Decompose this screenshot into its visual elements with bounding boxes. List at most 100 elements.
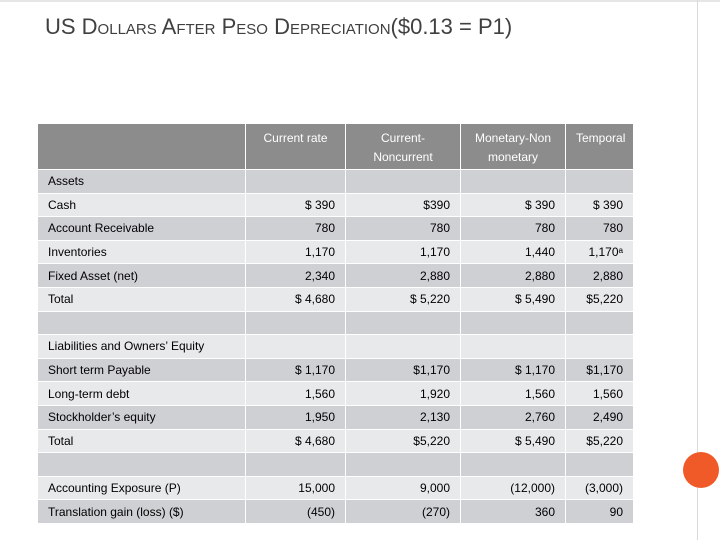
table-row: Short term Payable $ 1,170 $1,170 $ 1,170 $1…	[37, 357, 634, 383]
value-cell: $ 5,490	[460, 428, 566, 454]
empty-cell	[565, 452, 634, 477]
value-cell: $ 390	[565, 192, 634, 218]
empty-cell	[37, 452, 246, 477]
table-row: Account Receivable 780 780 780 780	[37, 216, 634, 241]
value-cell: 1,920	[345, 381, 461, 406]
row-label: Account Receivable	[37, 216, 246, 241]
value-cell: 15,000	[245, 475, 346, 501]
value-cell: 1,170	[345, 239, 461, 265]
decoration	[0, 0, 720, 2]
row-label: Inventories	[37, 239, 246, 265]
empty-cell	[565, 310, 634, 336]
value-cell: 780	[245, 216, 346, 241]
column-header: Current-Noncurrent	[345, 123, 461, 170]
table-row: Translation gain (loss) ($) (450) (270) 360…	[37, 499, 634, 524]
empty-cell	[565, 334, 634, 359]
empty-cell	[345, 169, 461, 194]
value-cell: $5,220	[345, 428, 461, 454]
value-cell: 1,440	[460, 239, 566, 265]
value-cell: $1,170	[565, 357, 634, 383]
section-heading: Liabilities and Owners’ Equity	[37, 334, 246, 359]
value-cell: $ 390	[460, 192, 566, 218]
row-label: Total	[37, 286, 246, 312]
column-header-text: Temporal	[576, 131, 626, 145]
header-cell	[37, 123, 246, 170]
value-cell: 2,880	[565, 263, 634, 288]
value-cell: (12,000)	[460, 475, 566, 501]
value-cell: $390	[345, 192, 461, 218]
table-row	[37, 452, 634, 477]
value-cell: $5,220	[565, 286, 634, 312]
value-cell: 1,170	[245, 239, 346, 265]
value-cell: $ 1,170	[460, 357, 566, 383]
table-row: Fixed Asset (net) 2,340 2,880 2,880 2,880	[37, 263, 634, 288]
value-cell: 780	[565, 216, 634, 241]
row-label: Long-term debt	[37, 381, 246, 406]
table-row: Stockholder’s equity 1,950 2,130 2,760 2,490	[37, 404, 634, 430]
column-header-text: Monetary-Non monetary	[474, 131, 552, 164]
value-cell: $ 390	[245, 192, 346, 218]
table-row: Liabilities and Owners’ Equity	[37, 334, 634, 359]
table-row	[37, 310, 634, 336]
row-label: Accounting Exposure (P)	[37, 475, 246, 501]
column-header: Current rate	[245, 123, 346, 170]
value-cell: $ 5,490	[460, 286, 566, 312]
column-header: Monetary-Non monetary	[460, 123, 566, 170]
slide-title: US Dollars After Peso Depreciation($0.13…	[45, 14, 513, 39]
value-cell: $5,220	[565, 428, 634, 454]
table-row: Total $ 4,680 $5,220 $ 5,490 $5,220	[37, 428, 634, 454]
empty-cell	[245, 452, 346, 477]
value-cell: $ 5,220	[345, 286, 461, 312]
value-cell: 2,130	[345, 404, 461, 430]
empty-cell	[37, 310, 246, 336]
table-row: Cash $ 390 $390 $ 390 $ 390	[37, 192, 634, 218]
value-cell: (450)	[245, 499, 346, 524]
value-cell: $ 1,170	[245, 357, 346, 383]
table-row: Inventories 1,170 1,170 1,440 1,170ᵃ	[37, 239, 634, 265]
value-cell: 780	[345, 216, 461, 241]
empty-cell	[245, 310, 346, 336]
row-label: Fixed Asset (net)	[37, 263, 246, 288]
table-row: Accounting Exposure (P) 15,000 9,000 (12,00…	[37, 475, 634, 501]
value-cell: 1,560	[245, 381, 346, 406]
row-label: Total	[37, 428, 246, 454]
table-row: Total $ 4,680 $ 5,220 $ 5,490 $5,220	[37, 286, 634, 312]
empty-cell	[565, 169, 634, 194]
empty-cell	[460, 169, 566, 194]
decoration	[683, 452, 719, 488]
row-label: Translation gain (loss) ($)	[37, 499, 246, 524]
empty-cell	[245, 334, 346, 359]
value-cell: $ 4,680	[245, 428, 346, 454]
value-cell: 1,560	[565, 381, 634, 406]
section-heading: Assets	[37, 169, 246, 194]
value-cell: 2,760	[460, 404, 566, 430]
decoration	[697, 0, 698, 540]
empty-cell	[460, 310, 566, 336]
value-cell: 2,880	[460, 263, 566, 288]
row-label: Short term Payable	[37, 357, 246, 383]
row-label: Stockholder’s equity	[37, 404, 246, 430]
value-cell: (270)	[345, 499, 461, 524]
column-header: Temporal	[565, 123, 634, 170]
value-cell: 2,490	[565, 404, 634, 430]
value-cell: $1,170	[345, 357, 461, 383]
empty-cell	[460, 334, 566, 359]
value-cell: 780	[460, 216, 566, 241]
table-row: Assets	[37, 169, 634, 194]
table-row: Long-term debt 1,560 1,920 1,560 1,560	[37, 381, 634, 406]
value-cell: 2,880	[345, 263, 461, 288]
value-cell: 360	[460, 499, 566, 524]
column-header-text: Current-Noncurrent	[373, 131, 433, 164]
column-header-text: Current rate	[263, 131, 328, 145]
header-row: Current rate Current-Noncurrent Monetary-N…	[37, 123, 634, 170]
data-table: Current rate Current-Noncurrent Monetary-N…	[37, 123, 634, 524]
empty-cell	[460, 452, 566, 477]
value-cell: 9,000	[345, 475, 461, 501]
empty-cell	[345, 452, 461, 477]
value-cell: (3,000)	[565, 475, 634, 501]
value-cell: 1,950	[245, 404, 346, 430]
value-cell: 2,340	[245, 263, 346, 288]
empty-cell	[245, 169, 346, 194]
value-cell: $ 4,680	[245, 286, 346, 312]
